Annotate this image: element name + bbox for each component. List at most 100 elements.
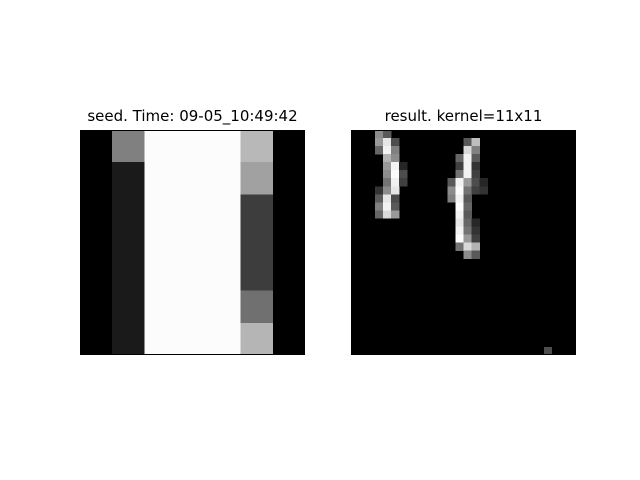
heatmap-cell: [272, 194, 305, 227]
heatmap-cell: [176, 162, 209, 195]
heatmap-cell: [463, 194, 472, 203]
heatmap-cell: [463, 202, 472, 211]
heatmap-cell: [471, 146, 480, 155]
heatmap-cell: [383, 138, 392, 147]
heatmap-cell: [272, 322, 305, 355]
heatmap-cell: [208, 322, 242, 355]
heatmap-cell: [471, 154, 480, 163]
heatmap-cell: [455, 154, 464, 163]
heatmap-frame: [351, 130, 576, 355]
heatmap-cell: [479, 178, 488, 187]
heatmap-cell: [383, 178, 392, 187]
heatmap-cell: [144, 130, 177, 163]
heatmap-cell: [399, 178, 408, 187]
heatmap-cell: [391, 170, 400, 179]
heatmap-cell: [471, 218, 480, 227]
heatmap-cell: [240, 162, 274, 195]
heatmap-cell: [463, 186, 472, 195]
heatmap-cell: [463, 154, 472, 163]
heatmap-cell: [375, 146, 384, 155]
heatmap-cell: [112, 258, 145, 292]
heatmap-cell: [80, 258, 113, 292]
heatmap-cell: [176, 290, 209, 324]
heatmap-cell: [112, 290, 145, 324]
heatmap-cell: [80, 322, 113, 355]
heatmap-cell: [455, 234, 464, 243]
heatmap-cell: [375, 138, 384, 147]
heatmap-cell: [80, 130, 113, 163]
heatmap-cell: [447, 194, 456, 203]
heatmap-cell: [463, 146, 472, 155]
heatmap-cell: [176, 258, 209, 292]
heatmap-cell: [471, 234, 480, 243]
heatmap-cell: [471, 186, 480, 195]
heatmap-cell: [455, 186, 464, 195]
heatmap-cell: [375, 210, 384, 219]
heatmap-cell: [383, 210, 392, 219]
heatmap-cell: [383, 170, 392, 179]
heatmap-cell: [471, 178, 480, 187]
heatmap-cell: [112, 226, 145, 259]
heatmap-cell: [176, 194, 209, 227]
heatmap-cell: [80, 290, 113, 324]
heatmap-cell: [463, 178, 472, 187]
heatmap-cell: [240, 130, 274, 163]
heatmap-cell: [399, 162, 408, 171]
heatmap-cell: [463, 242, 472, 251]
heatmap-cell: [391, 210, 400, 219]
heatmap-cell: [208, 130, 242, 163]
heatmap-cell: [208, 258, 242, 292]
heatmap-cell: [375, 186, 384, 195]
heatmap-cell: [447, 178, 456, 187]
heatmap-cell: [208, 162, 242, 195]
heatmap-frame: [80, 130, 305, 355]
heatmap-cell: [455, 226, 464, 235]
heatmap-cell: [240, 322, 274, 355]
heatmap-cell: [471, 162, 480, 171]
left-panel-title: seed. Time: 09-05_10:49:42: [87, 107, 298, 125]
heatmap-cell: [455, 170, 464, 179]
heatmap-cell: [391, 146, 400, 155]
heatmap-cell: [112, 162, 145, 195]
heatmap-cell: [447, 186, 456, 195]
heatmap-cell: [272, 162, 305, 195]
heatmap-cell: [240, 258, 274, 292]
heatmap-cell: [463, 170, 472, 179]
heatmap-cell: [375, 194, 384, 203]
heatmap-cell: [240, 290, 274, 324]
heatmap-cell: [80, 226, 113, 259]
heatmap-cell: [543, 346, 553, 355]
heatmap-cell: [471, 242, 480, 251]
heatmap-cell: [463, 226, 472, 235]
heatmap-cell: [455, 194, 464, 203]
result-heatmap: [351, 130, 576, 355]
heatmap-cell: [455, 202, 464, 211]
heatmap-cell: [112, 194, 145, 227]
heatmap-cell: [455, 210, 464, 219]
heatmap-cell: [208, 290, 242, 324]
heatmap-cell: [80, 194, 113, 227]
heatmap-cell: [455, 178, 464, 187]
heatmap-cell: [176, 226, 209, 259]
heatmap-cell: [383, 154, 392, 163]
heatmap-cell: [144, 226, 177, 259]
heatmap-cell: [208, 194, 242, 227]
heatmap-cell: [240, 194, 274, 227]
heatmap-cell: [272, 130, 305, 163]
heatmap-cell: [463, 210, 472, 219]
heatmap-cell: [112, 130, 145, 163]
heatmap-cell: [383, 194, 392, 203]
heatmap-cell: [272, 290, 305, 324]
heatmap-cell: [391, 162, 400, 171]
heatmap-cell: [383, 130, 392, 139]
right-panel-title: result. kernel=11x11: [384, 107, 543, 125]
heatmap-cell: [455, 162, 464, 171]
heatmap-cell: [375, 202, 384, 211]
heatmap-cell: [463, 218, 472, 227]
heatmap-cell: [471, 138, 480, 147]
heatmap-cell: [471, 170, 480, 179]
heatmap-cell: [144, 322, 177, 355]
heatmap-cell: [479, 186, 488, 195]
heatmap-cell: [391, 178, 400, 187]
heatmap-cell: [144, 258, 177, 292]
